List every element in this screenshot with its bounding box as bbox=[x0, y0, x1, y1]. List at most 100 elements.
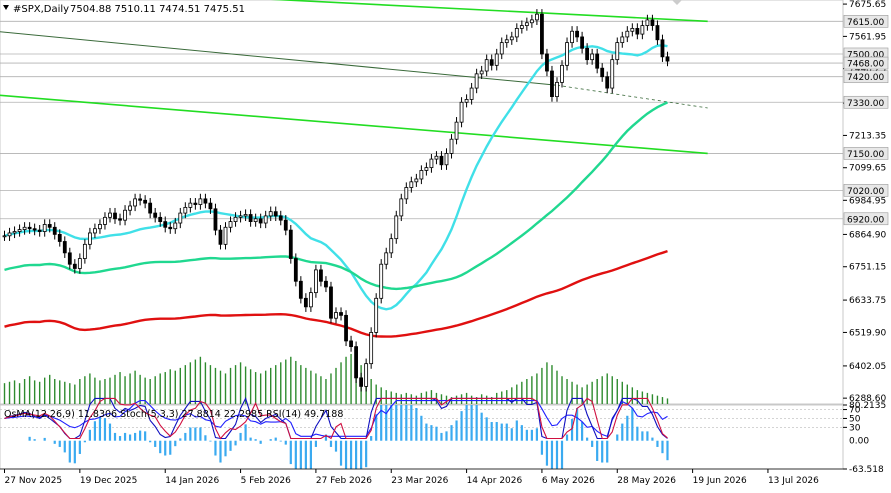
candle-body bbox=[27, 226, 32, 230]
ma-slow-line bbox=[4, 249, 668, 338]
candle-body bbox=[404, 187, 409, 200]
candle-body bbox=[444, 153, 449, 166]
candle-body bbox=[87, 232, 92, 245]
candle-body bbox=[635, 28, 640, 35]
candle-body bbox=[263, 215, 268, 224]
candle-body bbox=[233, 216, 238, 223]
time-tick-label: 13 Jul 2026 bbox=[768, 476, 819, 486]
candle-body bbox=[484, 59, 489, 72]
candle-body bbox=[535, 13, 539, 21]
time-tick-label: 6 May 2026 bbox=[542, 476, 595, 486]
price-tick-label: 7099.65 bbox=[849, 164, 886, 174]
candle-body bbox=[595, 53, 600, 69]
candle-body bbox=[32, 228, 37, 231]
level-label-text: 7500.00 bbox=[847, 50, 884, 60]
autoscroll-icon[interactable] bbox=[672, 0, 682, 5]
candle-body bbox=[550, 70, 554, 97]
ma-mid-line bbox=[4, 101, 669, 291]
candle-body bbox=[590, 53, 595, 61]
indicator-tick-label: 50 bbox=[849, 414, 861, 424]
candle-body bbox=[228, 221, 233, 228]
time-tick-label: 19 Jun 2026 bbox=[693, 476, 747, 486]
candle-body bbox=[474, 73, 479, 89]
ma-fast-line bbox=[4, 44, 668, 311]
candle-body bbox=[82, 243, 87, 259]
candle-body bbox=[449, 138, 454, 154]
candle-body bbox=[655, 25, 660, 41]
candle-body bbox=[389, 238, 394, 254]
candle-body bbox=[178, 212, 183, 224]
candle-body bbox=[414, 178, 419, 183]
indicator-tick-label: 30 bbox=[849, 423, 861, 433]
channel-upper-line bbox=[270, 0, 708, 23]
candle-body bbox=[615, 42, 620, 61]
candle-body bbox=[349, 340, 353, 348]
trendline-dark-ext bbox=[556, 84, 708, 109]
level-label-box bbox=[843, 56, 889, 70]
candle-body bbox=[158, 216, 163, 223]
candle-body bbox=[514, 28, 519, 38]
candle-body bbox=[213, 208, 218, 231]
candle-body bbox=[399, 198, 404, 217]
candle-body bbox=[575, 30, 579, 38]
candle-body bbox=[464, 99, 469, 103]
price-tick-label: 6288.60 bbox=[849, 394, 886, 404]
candle-body bbox=[17, 229, 22, 232]
indicator-tick-label: -63.518 bbox=[849, 465, 884, 475]
candle-body bbox=[168, 226, 173, 230]
candle-body bbox=[77, 258, 82, 269]
trendline-layer[interactable] bbox=[0, 0, 708, 155]
candle-body bbox=[238, 215, 243, 218]
level-label-box bbox=[843, 147, 889, 160]
level-label-text: 7330.00 bbox=[847, 99, 884, 109]
time-axis: 27 Nov 2025 19 Dec 2025 14 Jan 2026 5 Feb 2… bbox=[0, 468, 843, 486]
candle-body bbox=[148, 202, 153, 214]
candle-body bbox=[303, 297, 308, 308]
candle-body bbox=[67, 252, 72, 265]
candle-body bbox=[384, 252, 389, 265]
price-tick-label: 7675.65 bbox=[849, 0, 886, 10]
candle-body bbox=[288, 229, 293, 259]
candle-body bbox=[12, 231, 17, 234]
dropdown-triangle-icon[interactable] bbox=[3, 5, 9, 10]
ohlc-readout: 7504.88 7510.11 7474.51 7475.51 bbox=[70, 4, 245, 15]
candle-body bbox=[409, 181, 414, 188]
candle-body bbox=[298, 280, 303, 299]
candle-body bbox=[509, 36, 514, 41]
candle-body bbox=[223, 226, 228, 245]
candle-body bbox=[143, 199, 148, 204]
candle-body bbox=[560, 64, 564, 83]
candle-body bbox=[108, 212, 112, 218]
candle-body bbox=[133, 198, 137, 207]
candle-body bbox=[314, 269, 318, 294]
price-tick-label: 6751.15 bbox=[849, 263, 886, 273]
candle-body bbox=[645, 19, 650, 26]
candle-body bbox=[610, 59, 615, 89]
symbol-label: #SPX,Daily bbox=[13, 4, 69, 15]
level-label-text: 6920.00 bbox=[847, 215, 884, 225]
level-label-box bbox=[843, 70, 889, 84]
candle-body bbox=[273, 211, 278, 217]
price-tick-label: 6864.90 bbox=[849, 230, 886, 240]
level-label-text: 7150.00 bbox=[847, 150, 884, 160]
candle-body bbox=[98, 224, 102, 230]
candle-body bbox=[203, 198, 208, 204]
candle-body bbox=[138, 198, 143, 201]
time-tick-label: 27 Feb 2026 bbox=[316, 476, 372, 486]
indicator-tick-label: 70 bbox=[849, 406, 861, 416]
symbol-header: #SPX,Daily 7504.88 7510.11 7474.51 7475.… bbox=[3, 4, 245, 15]
candle-body bbox=[359, 377, 364, 387]
time-tick-label: 27 Nov 2025 bbox=[5, 476, 63, 486]
candle-body bbox=[665, 56, 670, 62]
time-tick-label: 5 Feb 2026 bbox=[241, 476, 292, 486]
candle-body bbox=[570, 30, 574, 44]
candle-body bbox=[504, 39, 509, 44]
candle-body bbox=[42, 224, 47, 232]
candle-body bbox=[499, 42, 504, 55]
candle-body bbox=[52, 226, 57, 235]
candle-body bbox=[198, 198, 203, 205]
candle-body bbox=[308, 292, 313, 308]
candle-body bbox=[434, 155, 439, 160]
